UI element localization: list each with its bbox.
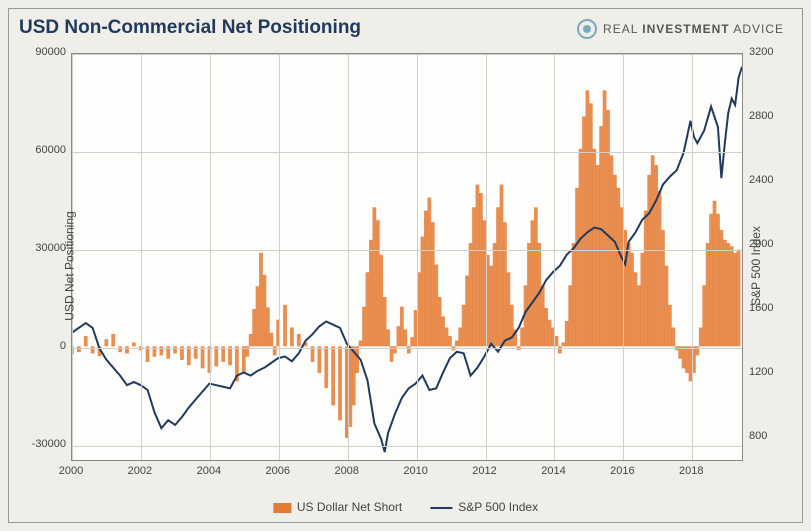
grid-line-h bbox=[72, 446, 742, 447]
grid-line-v bbox=[279, 54, 280, 460]
legend-item-bars: US Dollar Net Short bbox=[273, 500, 402, 514]
grid-line-v bbox=[692, 54, 693, 460]
chart-title: USD Non-Commercial Net Positioning bbox=[19, 17, 361, 39]
legend-item-line: S&P 500 Index bbox=[430, 500, 538, 514]
chart-frame: USD Non-Commercial Net Positioning REAL … bbox=[8, 8, 803, 523]
line-swatch-icon bbox=[430, 507, 452, 509]
grid-line-v bbox=[417, 54, 418, 460]
xtick: 2012 bbox=[472, 465, 496, 477]
ytick-right: 2400 bbox=[749, 174, 773, 186]
logo-text: REAL INVESTMENT ADVICE bbox=[603, 22, 784, 36]
xtick: 2006 bbox=[266, 465, 290, 477]
logo-icon bbox=[577, 19, 597, 39]
xtick: 2018 bbox=[679, 465, 703, 477]
legend: US Dollar Net Short S&P 500 Index bbox=[273, 500, 538, 514]
legend-label-1: US Dollar Net Short bbox=[297, 500, 402, 514]
legend-label-2: S&P 500 Index bbox=[458, 500, 538, 514]
grid-line-h bbox=[72, 250, 742, 251]
ytick-right: 1600 bbox=[749, 302, 773, 314]
grid-line-v bbox=[210, 54, 211, 460]
logo-bold: INVESTMENT bbox=[642, 22, 729, 36]
ytick-left: 60000 bbox=[16, 144, 66, 156]
grid-line-h bbox=[72, 152, 742, 153]
xtick: 2008 bbox=[334, 465, 358, 477]
ytick-right: 2800 bbox=[749, 110, 773, 122]
ytick-left: 0 bbox=[16, 340, 66, 352]
xtick: 2004 bbox=[197, 465, 221, 477]
y-axis-left-label: USD Net Positioning bbox=[63, 211, 77, 320]
ytick-right: 3200 bbox=[749, 46, 773, 58]
grid-line-v bbox=[348, 54, 349, 460]
logo-pre: REAL bbox=[603, 22, 642, 36]
bar-swatch-icon bbox=[273, 503, 291, 513]
grid-line-h bbox=[72, 348, 742, 349]
ytick-right: 800 bbox=[749, 430, 767, 442]
xtick: 2010 bbox=[403, 465, 427, 477]
ytick-right: 2000 bbox=[749, 238, 773, 250]
line-series bbox=[72, 54, 742, 460]
grid-line-v bbox=[554, 54, 555, 460]
grid-line-v bbox=[486, 54, 487, 460]
ytick-right: 1200 bbox=[749, 366, 773, 378]
xtick: 2014 bbox=[541, 465, 565, 477]
grid-line-v bbox=[623, 54, 624, 460]
xtick: 2016 bbox=[610, 465, 634, 477]
xtick: 2000 bbox=[59, 465, 83, 477]
xtick: 2002 bbox=[128, 465, 152, 477]
logo-post: ADVICE bbox=[730, 22, 784, 36]
ytick-left: 30000 bbox=[16, 242, 66, 254]
ytick-left: 90000 bbox=[16, 46, 66, 58]
brand-logo: REAL INVESTMENT ADVICE bbox=[577, 19, 784, 39]
plot-area bbox=[71, 53, 743, 461]
ytick-left: -30000 bbox=[16, 438, 66, 450]
grid-line-v bbox=[141, 54, 142, 460]
grid-line-h bbox=[72, 54, 742, 55]
